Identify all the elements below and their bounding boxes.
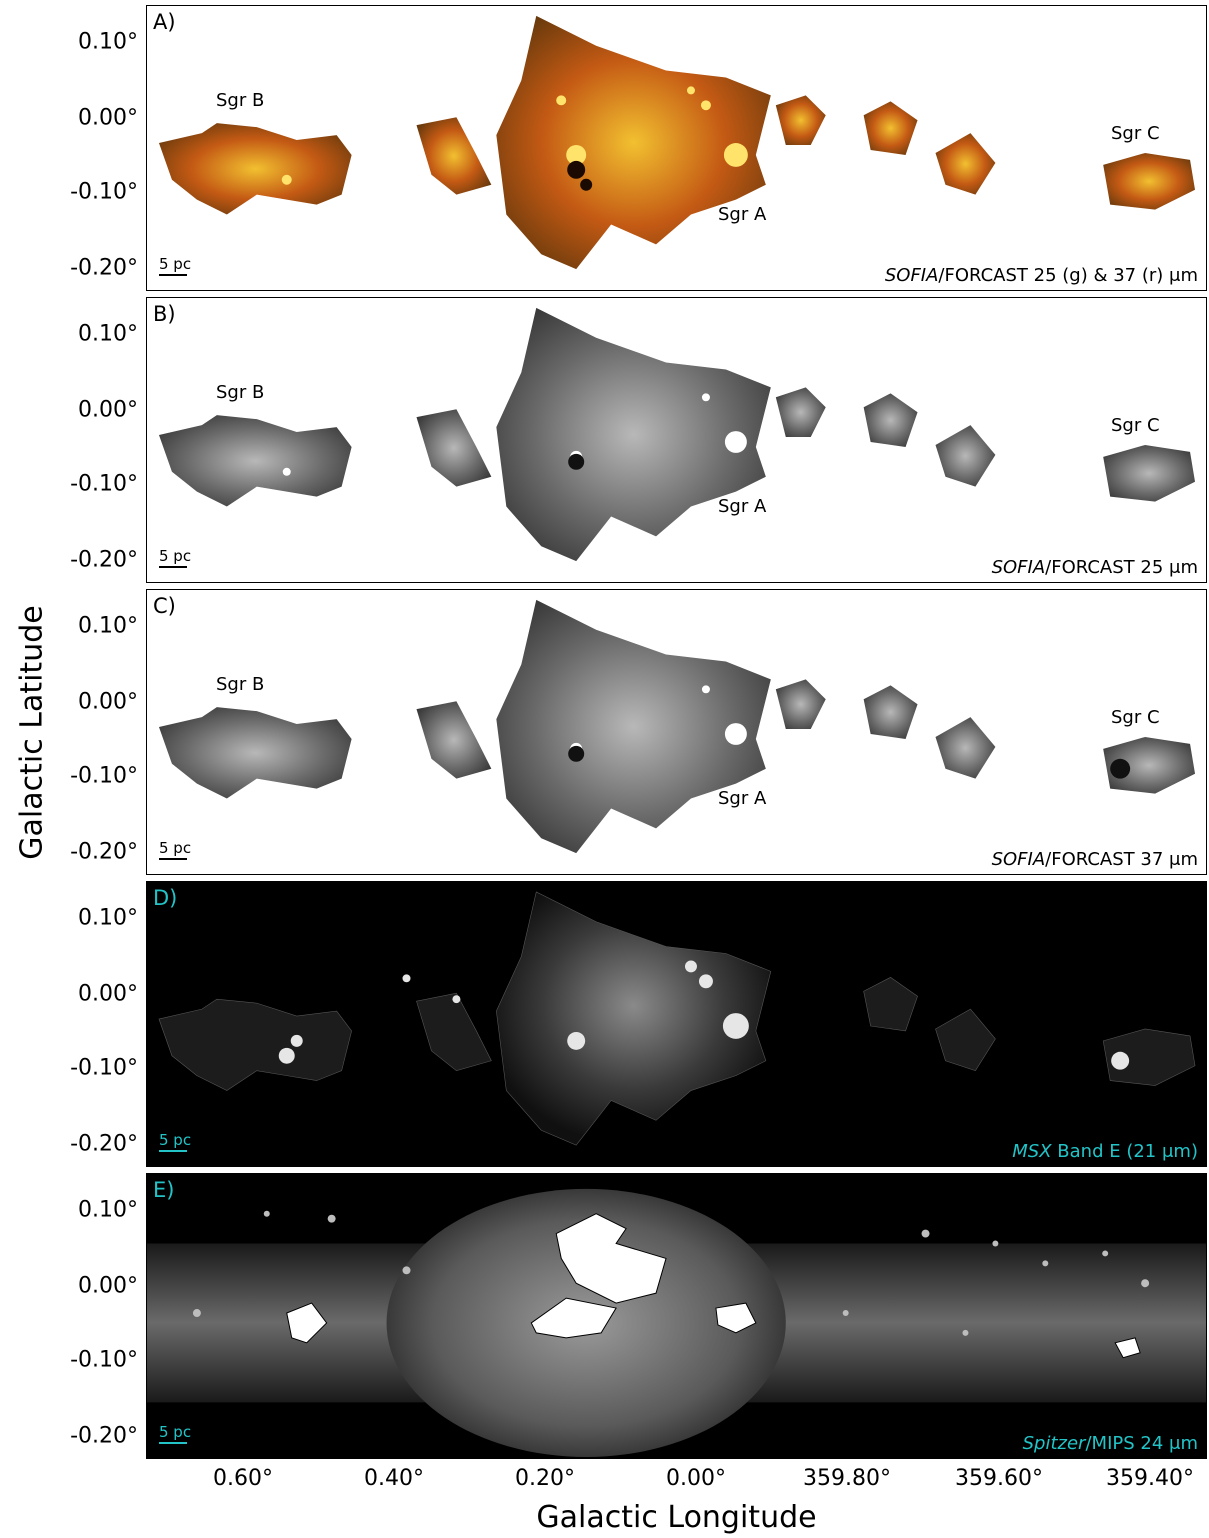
region-sgr-b: Sgr B [216,674,265,695]
panel-e-image [147,1188,1206,1458]
xtick: 359.80° [803,1466,891,1491]
panel-c-image [158,599,1196,854]
x-axis-label: Galactic Longitude [536,1500,817,1535]
region-sgr-a: Sgr A [718,204,767,225]
ytick: 0.10° [78,29,138,55]
region-sgr-a: Sgr A [718,788,767,809]
y-axis-label: Galactic Latitude [14,605,50,860]
source-label: MSX Band E (21 μm) [1012,1141,1198,1162]
panel-b-image [158,307,1196,562]
xtick: 0.00° [666,1466,726,1491]
source-label: Spitzer/MIPS 24 μm [1023,1433,1198,1454]
xtick: 359.60° [955,1466,1043,1491]
scale-bar-label: 5 pc [159,547,192,565]
ytick: 0.00° [78,397,138,423]
scale-bar-label: 5 pc [159,839,192,857]
region-sgr-b: Sgr B [216,90,265,111]
ytick: 0.10° [78,321,138,347]
ytick: -0.20° [70,839,138,865]
region-sgr-a: Sgr A [718,496,767,517]
ytick: 0.00° [78,981,138,1007]
source-label-rest: /FORCAST 25 μm [1045,557,1198,578]
scale-bar: 5 pc [159,547,191,568]
region-sgr-c: Sgr C [1111,707,1160,728]
source-label-italic: MSX [1012,1141,1052,1162]
region-sgr-c: Sgr C [1111,415,1160,436]
panel-label: D) [153,886,178,910]
panel-a: A) Sgr B Sgr A Sgr C 5 pc SOFIA/FORCAST … [146,5,1207,291]
xtick: 0.40° [364,1466,424,1491]
panel-label: E) [153,1178,175,1202]
ytick: -0.20° [70,255,138,281]
ytick: -0.20° [70,547,138,573]
scale-bar: 5 pc [159,255,191,276]
source-label: SOFIA/FORCAST 25 (g) & 37 (r) μm [885,265,1198,286]
ytick: 0.00° [78,1273,138,1299]
ytick: -0.10° [70,179,138,205]
source-label: SOFIA/FORCAST 37 μm [992,849,1198,870]
scale-bar-label: 5 pc [159,1423,192,1441]
xtick: 0.60° [213,1466,273,1491]
panel-c: C) Sgr B Sgr A Sgr C 5 pc SOFIA/FORCAST … [146,589,1207,875]
source-label-italic: Spitzer [1022,1433,1086,1454]
ytick: -0.10° [70,1055,138,1081]
source-label-italic: SOFIA [991,557,1046,578]
scale-bar: 5 pc [159,1131,191,1152]
ytick: -0.10° [70,471,138,497]
scale-bar-label: 5 pc [159,255,192,273]
panel-a-image [158,15,1196,270]
ytick: 0.10° [78,613,138,639]
ytick: 0.10° [78,1197,138,1223]
panel-b: B) Sgr B Sgr A Sgr C 5 pc SOFIA/FORCAST … [146,297,1207,583]
source-label: SOFIA/FORCAST 25 μm [992,557,1198,578]
panel-label: B) [153,302,176,326]
source-label-rest: Band E (21 μm) [1051,1141,1198,1162]
source-label-rest: /MIPS 24 μm [1085,1433,1198,1454]
scale-bar: 5 pc [159,839,191,860]
panel-label: C) [153,594,176,618]
panel-d-image [158,891,1196,1146]
scale-bar-label: 5 pc [159,1131,192,1149]
region-sgr-b: Sgr B [216,382,265,403]
ytick: 0.00° [78,689,138,715]
ytick: 0.00° [78,105,138,131]
source-label-rest: /FORCAST 25 (g) & 37 (r) μm [938,265,1198,286]
panel-label: A) [153,10,176,34]
source-label-italic: SOFIA [884,265,939,286]
ytick: -0.20° [70,1423,138,1449]
xtick: 0.20° [515,1466,575,1491]
ytick: 0.10° [78,905,138,931]
region-sgr-c: Sgr C [1111,123,1160,144]
panel-d: D) 5 pc MSX Band E (21 μm) [146,881,1207,1167]
ytick: -0.10° [70,763,138,789]
ytick: -0.20° [70,1131,138,1157]
source-label-italic: SOFIA [991,849,1046,870]
scale-bar: 5 pc [159,1423,191,1444]
ytick: -0.10° [70,1347,138,1373]
xtick: 359.40° [1106,1466,1194,1491]
panel-e: E) 5 pc Spitzer/MIPS 24 μm [146,1173,1207,1459]
source-label-rest: /FORCAST 37 μm [1045,849,1198,870]
